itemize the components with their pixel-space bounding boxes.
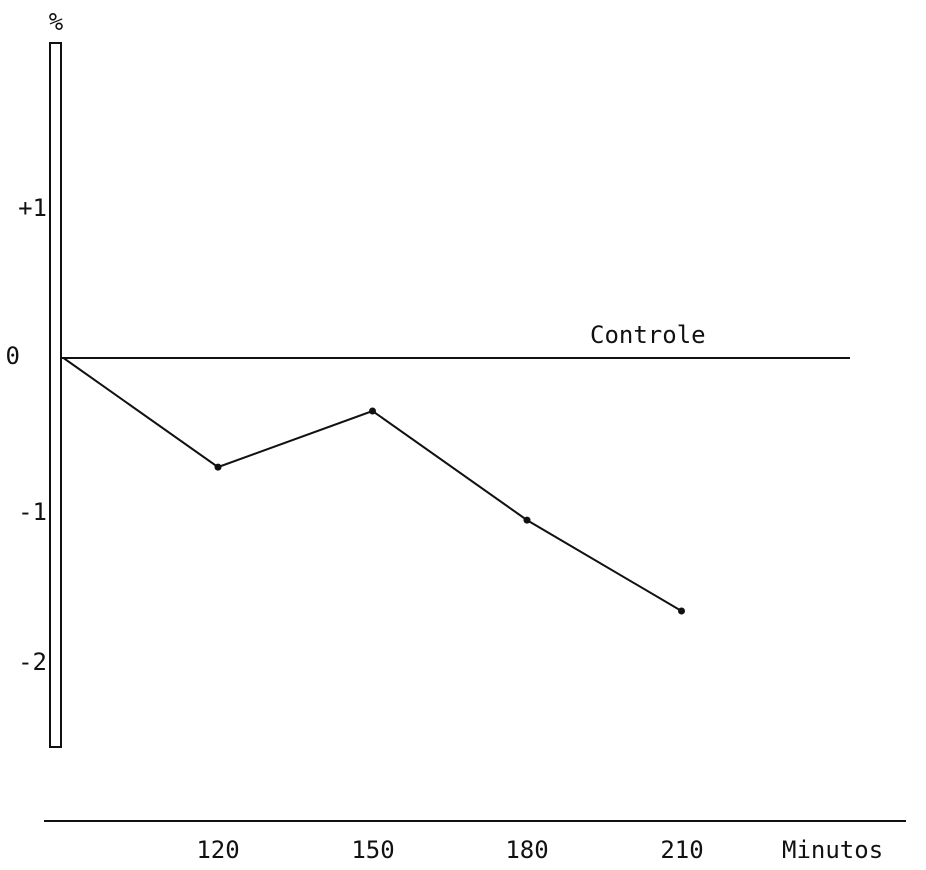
- x-tick-label-120: 120: [196, 836, 239, 864]
- x-tick-label-180: 180: [505, 836, 548, 864]
- y-tick-label-zero: 0: [6, 342, 20, 370]
- series-layer: [62, 357, 685, 615]
- control-label: Controle: [590, 321, 706, 349]
- x-axis-title: Minutos: [782, 836, 883, 864]
- series-line: [62, 357, 683, 612]
- y-axis-bar: [49, 42, 62, 748]
- data-point-210: [678, 607, 685, 615]
- data-point-120: [214, 463, 222, 471]
- data-point-150: [369, 407, 376, 415]
- y-tick-label-minus2: -2: [18, 648, 47, 676]
- x-tick-label-210: 210: [660, 836, 703, 864]
- y-tick-label-plus1: +1: [18, 194, 47, 222]
- x-tick-label-150: 150: [351, 836, 394, 864]
- data-point-180: [523, 516, 531, 524]
- y-axis-title: %: [49, 8, 64, 36]
- y-tick-label-minus1: -1: [18, 498, 47, 526]
